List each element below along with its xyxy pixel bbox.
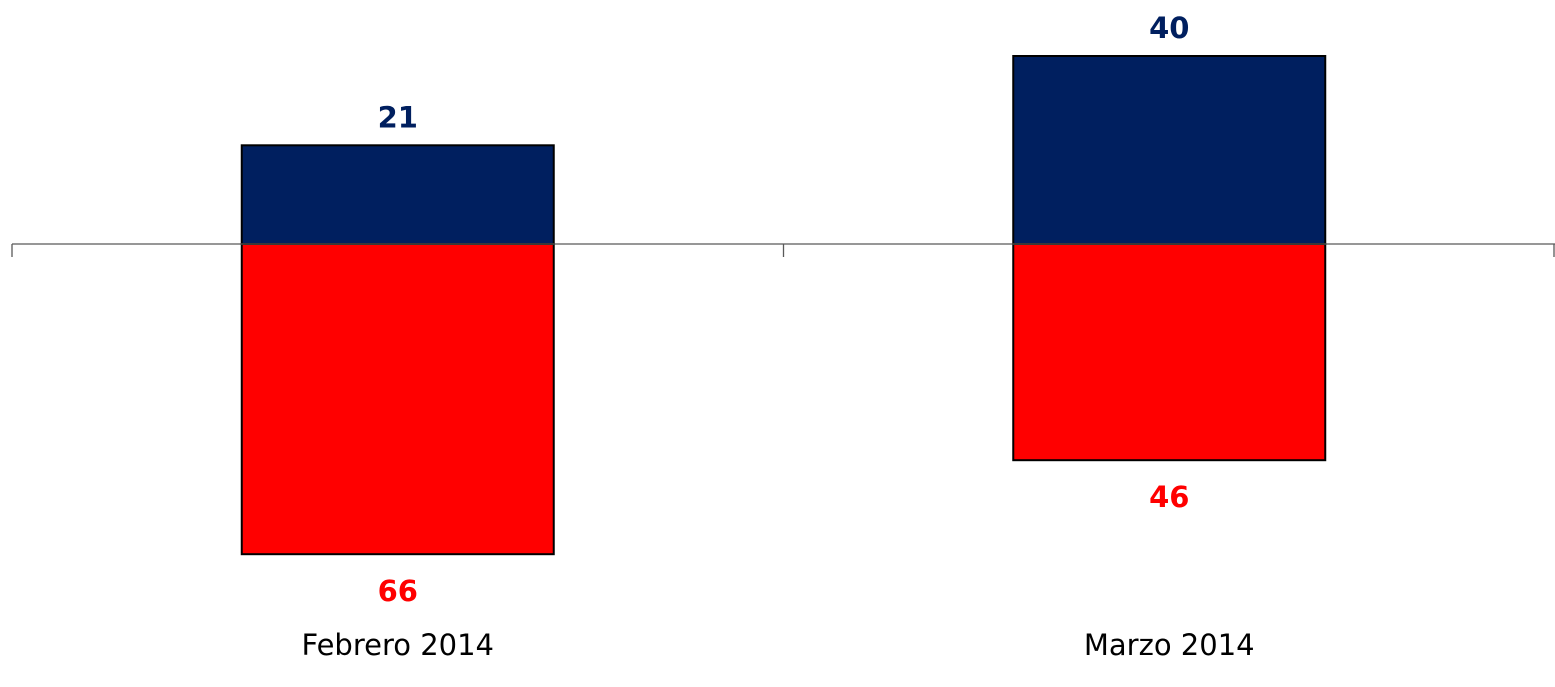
category-label-2: Marzo 2014 — [1084, 628, 1255, 662]
positive-bar-1 — [240, 144, 555, 245]
axis-layer — [11, 243, 1555, 257]
category-label-1: Febrero 2014 — [301, 628, 494, 662]
bars-layer — [240, 55, 1327, 556]
positive-value-label-1: 21 — [378, 100, 418, 134]
negative-bar-2 — [1012, 243, 1327, 462]
positive-value-label-2: 40 — [1149, 11, 1189, 45]
labels-layer: 21 66 Febrero 2014 40 46 Marzo 2014 — [301, 11, 1254, 662]
negative-value-label-1: 66 — [378, 574, 418, 608]
negative-value-label-2: 46 — [1149, 480, 1189, 514]
negative-bar-1 — [240, 243, 555, 556]
positive-bar-2 — [1012, 55, 1327, 245]
